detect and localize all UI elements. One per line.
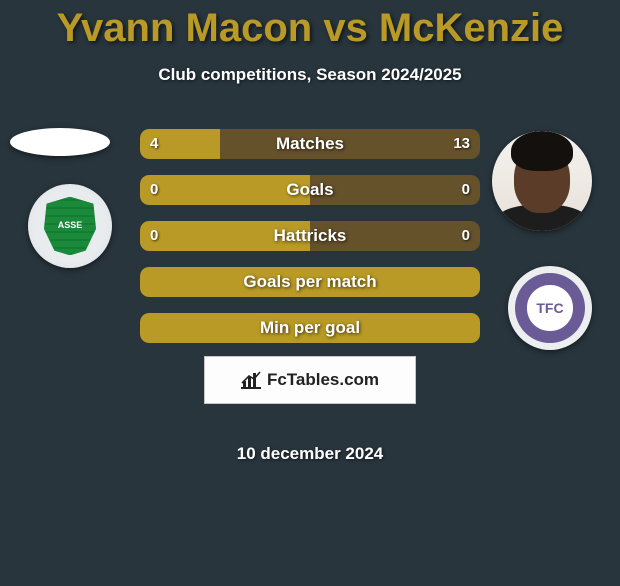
bar-label: Goals per match xyxy=(140,267,480,297)
bar-value-left: 0 xyxy=(150,175,158,205)
bar-label: Matches xyxy=(140,129,480,159)
bar-value-right: 13 xyxy=(453,129,470,159)
bar-row: Goals0 0 xyxy=(140,175,480,205)
player-right-photo xyxy=(492,131,592,231)
bar-row: Matches4 13 xyxy=(140,129,480,159)
bar-label: Min per goal xyxy=(140,313,480,343)
bar-value-left: 4 xyxy=(150,129,158,159)
credit-box: FcTables.com xyxy=(204,356,416,404)
chart-icon xyxy=(241,371,261,389)
club-right-abbrev: TFC xyxy=(536,300,563,316)
date-text: 10 december 2024 xyxy=(0,444,620,464)
bar-row: Min per goal xyxy=(140,313,480,343)
bar-label: Hattricks xyxy=(140,221,480,251)
club-left-abbrev: ASSE xyxy=(58,221,83,230)
comparison-bars: Matches413Goals00Hattricks00Goals per ma… xyxy=(140,129,480,359)
bar-value-right: 0 xyxy=(462,221,470,251)
bar-row: Goals per match xyxy=(140,267,480,297)
subtitle: Club competitions, Season 2024/2025 xyxy=(0,65,620,85)
page-title: Yvann Macon vs McKenzie xyxy=(0,6,620,51)
credit-text: FcTables.com xyxy=(267,370,379,390)
bar-value-left: 0 xyxy=(150,221,158,251)
player-left-photo xyxy=(10,128,110,156)
club-right-badge: TFC xyxy=(508,266,592,350)
bar-value-right: 0 xyxy=(462,175,470,205)
bar-row: Hattricks0 0 xyxy=(140,221,480,251)
bar-label: Goals xyxy=(140,175,480,205)
club-left-badge: ASSE xyxy=(28,184,112,268)
